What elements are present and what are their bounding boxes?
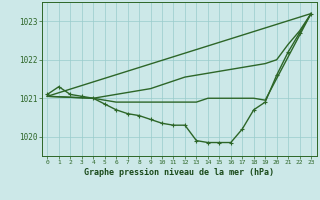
X-axis label: Graphe pression niveau de la mer (hPa): Graphe pression niveau de la mer (hPa) <box>84 168 274 177</box>
